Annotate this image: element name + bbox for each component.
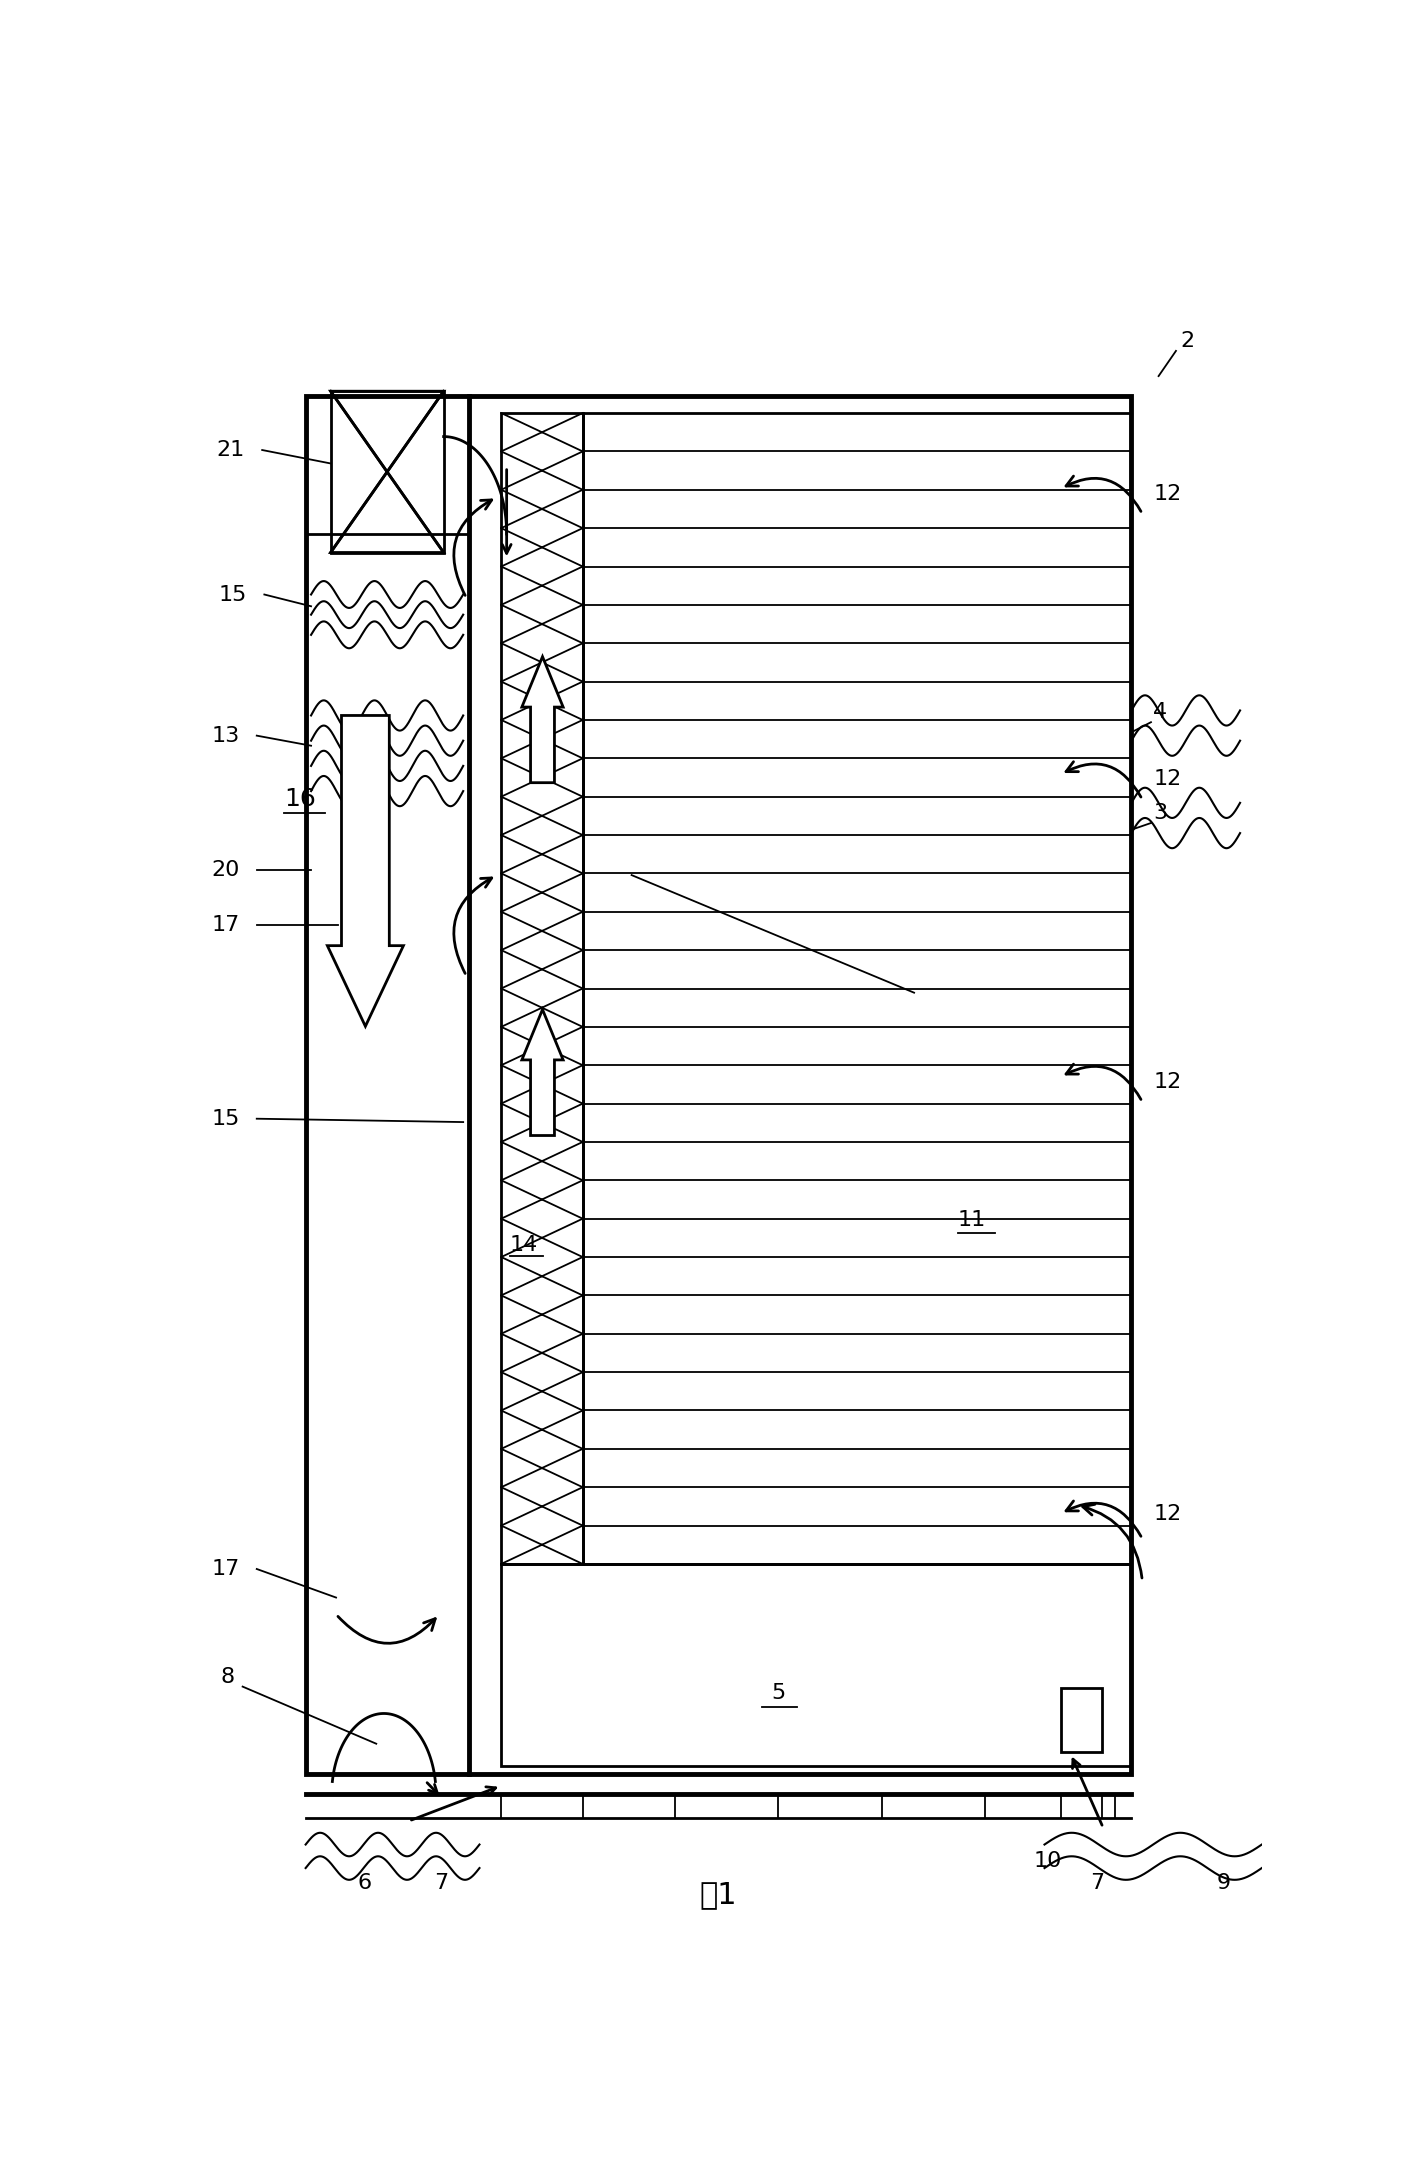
Bar [306,397,1131,1774]
Text: 图1: 图1 [700,1881,737,1909]
Text: 13: 13 [212,727,240,746]
Text: 12: 12 [1152,770,1182,790]
Bar [1061,1689,1102,1752]
Text: 21: 21 [216,441,245,460]
FancyArrow shape [327,716,404,1026]
Text: 17: 17 [212,916,240,936]
Text: 11: 11 [958,1209,986,1228]
Text: 12: 12 [1152,1503,1182,1523]
Text: 20: 20 [212,860,240,879]
Bar [583,412,1131,1564]
Text: 6: 6 [358,1872,372,1894]
Bar [502,412,583,1564]
Text: 15: 15 [219,585,247,604]
Text: 16: 16 [283,788,315,812]
Bar [502,1564,1131,1765]
Text: 12: 12 [1152,484,1182,504]
Text: 14: 14 [510,1235,538,1255]
Text: 15: 15 [212,1108,240,1128]
Text: 17: 17 [212,1558,240,1580]
Text: 10: 10 [1033,1850,1061,1872]
Text: 5: 5 [771,1682,785,1704]
Text: 12: 12 [1152,1071,1182,1091]
Bar [331,391,443,552]
Text: 2: 2 [1180,332,1195,351]
FancyArrow shape [522,1010,564,1135]
Text: 8: 8 [222,1667,236,1687]
Text: 3: 3 [1152,803,1168,823]
Text: 4: 4 [1152,703,1168,722]
Text: 7: 7 [1091,1872,1105,1894]
FancyArrow shape [522,657,564,783]
Text: 9: 9 [1216,1872,1231,1894]
Text: 7: 7 [433,1872,449,1894]
